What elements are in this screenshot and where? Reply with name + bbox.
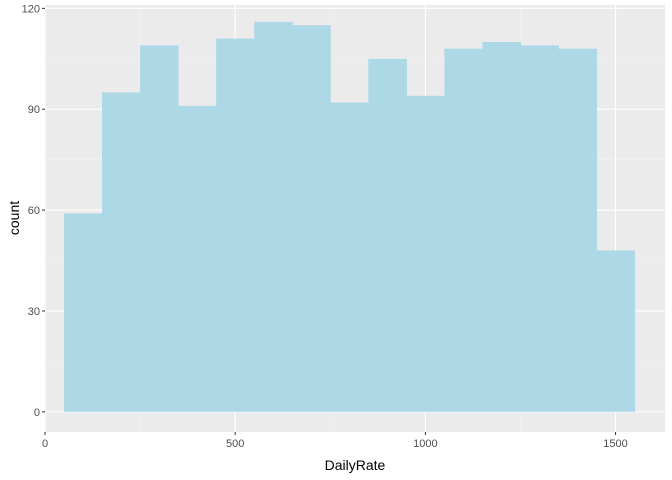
y-axis-title: count (6, 201, 22, 235)
histogram-bar (482, 41, 521, 412)
x-tick-label: 0 (42, 438, 48, 450)
histogram-bar (368, 58, 407, 412)
x-tick-label: 500 (226, 438, 244, 450)
x-axis: 0 500 1000 1500 (42, 432, 628, 450)
histogram-bar (596, 250, 636, 412)
histogram-bar (520, 45, 559, 412)
y-tick-label: 0 (34, 407, 40, 419)
histogram-bar (292, 25, 331, 412)
y-tick-label: 60 (28, 205, 40, 217)
histogram-bar (330, 102, 369, 412)
y-tick-label: 90 (28, 104, 40, 116)
histogram-bar (64, 213, 103, 412)
y-tick-label: 120 (22, 3, 40, 15)
bars (64, 21, 636, 412)
y-axis: 0 30 60 90 120 (22, 3, 45, 419)
histogram-bar (216, 38, 255, 412)
histogram-bar (178, 105, 217, 412)
histogram-bar (558, 48, 598, 412)
histogram-bar (102, 92, 141, 412)
histogram-bar (140, 45, 179, 412)
x-tick-label: 1000 (413, 438, 437, 450)
histogram-bar (444, 48, 483, 412)
histogram-bar (254, 21, 293, 412)
histogram-bar (406, 95, 445, 412)
x-tick-label: 1500 (603, 438, 627, 450)
x-axis-title: DailyRate (325, 457, 386, 473)
y-tick-label: 30 (28, 306, 40, 318)
